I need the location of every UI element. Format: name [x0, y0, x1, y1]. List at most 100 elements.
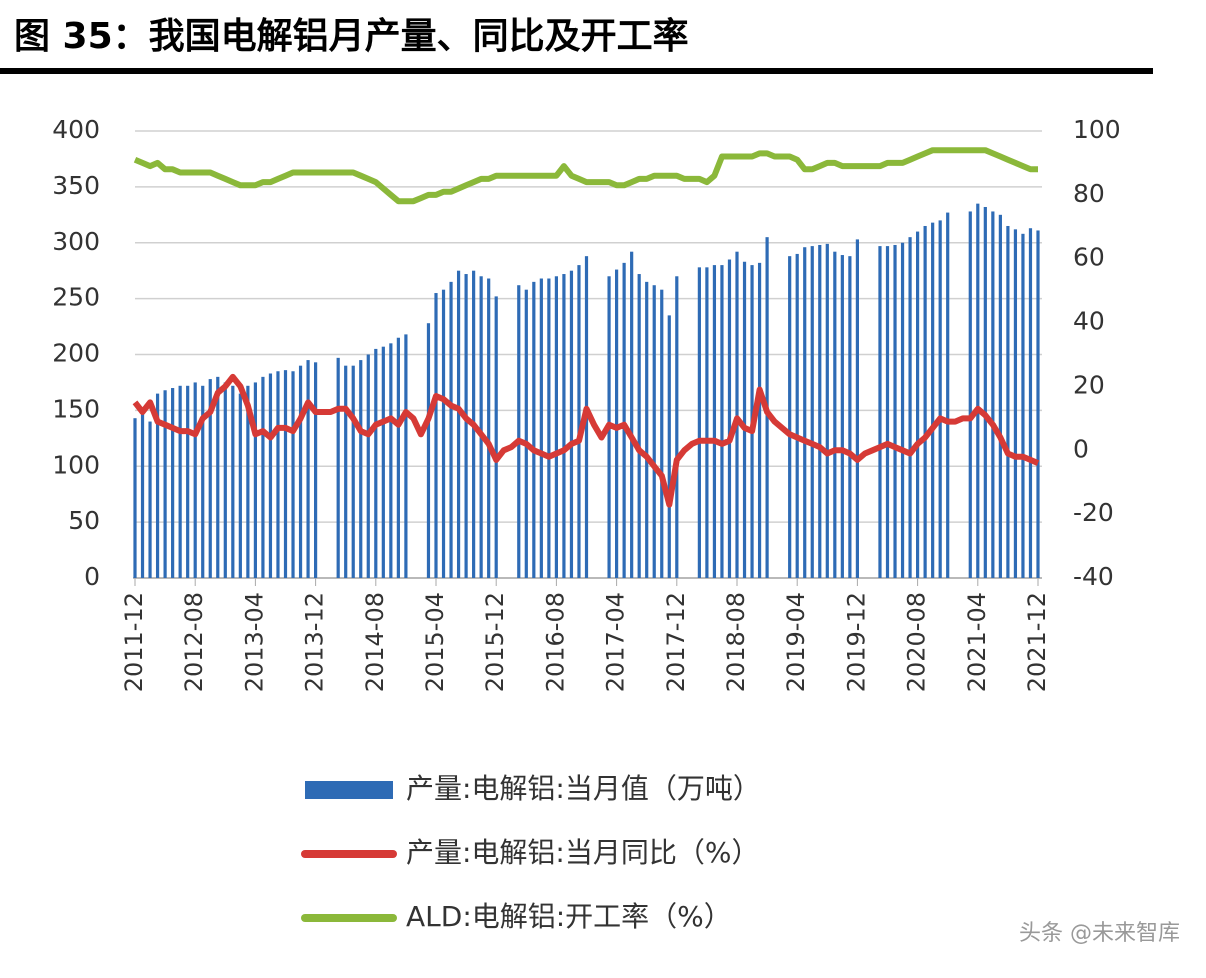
x-tick-label: 2018-08: [722, 592, 750, 692]
bar: [464, 274, 468, 578]
y2-tick-label: 40: [1073, 307, 1105, 336]
bar: [283, 370, 288, 578]
bar: [833, 251, 837, 578]
x-tick-label: 2011-12: [120, 592, 148, 692]
bar: [298, 365, 303, 578]
y2-tick-label: -20: [1073, 498, 1114, 527]
y-tick-label: 150: [52, 394, 100, 423]
bar: [178, 385, 182, 578]
bar: [908, 237, 912, 578]
y2-tick-label: 60: [1073, 243, 1105, 272]
bar: [381, 346, 385, 578]
y2-tick-label: 80: [1073, 179, 1105, 208]
bar: [231, 385, 235, 578]
bar: [931, 222, 935, 578]
bar: [652, 285, 656, 578]
bar: [148, 421, 152, 578]
bar: [261, 376, 265, 578]
bar: [742, 261, 747, 578]
bar: [637, 274, 641, 578]
bar: [456, 270, 461, 578]
bar: [562, 274, 566, 578]
bar: [893, 244, 897, 579]
bar: [517, 285, 521, 578]
legend-swatch: [305, 781, 393, 799]
y-tick-label: 250: [52, 283, 100, 312]
bar: [697, 267, 701, 578]
bar: [524, 289, 528, 578]
y2-tick-label: 100: [1073, 115, 1121, 144]
bar: [276, 371, 280, 578]
bar: [660, 289, 664, 578]
chart-title: 图 35：我国电解铝月产量、同比及开工率: [14, 16, 689, 57]
bar: [539, 278, 543, 578]
bar: [351, 365, 355, 578]
bar: [291, 371, 295, 578]
y-tick-label: 400: [52, 115, 100, 144]
bar: [487, 278, 491, 578]
line: [133, 147, 1038, 205]
bar: [268, 373, 273, 578]
bar: [253, 382, 257, 578]
title-rule: [0, 68, 1153, 74]
bar: [404, 334, 408, 578]
bar: [306, 360, 310, 578]
bar: [795, 253, 799, 579]
bar: [938, 220, 942, 578]
bar: [923, 225, 927, 579]
bar: [968, 211, 972, 578]
bar: [667, 315, 671, 578]
x-tick-label: 2019-04: [782, 592, 810, 692]
bar: [389, 343, 393, 578]
bar: [991, 211, 995, 578]
bar: [1013, 229, 1018, 578]
bar: [810, 246, 814, 579]
bar: [336, 357, 340, 578]
bar: [757, 262, 762, 578]
watermark: 头条 @未来智库: [1019, 921, 1180, 946]
bar: [547, 278, 551, 578]
bar: [645, 281, 649, 578]
bar: [720, 265, 724, 578]
y2-tick-label: 0: [1073, 434, 1089, 463]
bar: [441, 289, 446, 578]
bar: [246, 385, 250, 578]
bar: [998, 214, 1002, 578]
legend-label: ALD:电解铝:开工率（%）: [406, 900, 732, 933]
y-tick-label: 350: [52, 171, 100, 200]
bar: [818, 244, 822, 579]
bar: [494, 296, 498, 578]
bar: [359, 360, 363, 578]
y2-tick-label: -40: [1073, 562, 1114, 591]
bar: [788, 256, 792, 578]
bar: [396, 337, 400, 578]
bar: [133, 418, 137, 578]
bar: [885, 246, 890, 579]
bar: [878, 246, 882, 579]
x-tick-label: 2017-04: [602, 592, 630, 692]
bar: [434, 293, 438, 578]
bar: [140, 410, 145, 578]
bar: [554, 276, 558, 578]
bar: [622, 262, 626, 578]
bar: [569, 270, 574, 578]
y-tick-label: 200: [52, 339, 100, 368]
x-tick-label: 2015-12: [481, 592, 509, 692]
bar: [825, 243, 829, 578]
x-tick-label: 2013-04: [240, 592, 268, 692]
bar: [186, 385, 190, 578]
bar: [803, 247, 807, 578]
bar: [840, 255, 844, 579]
bar: [577, 265, 581, 578]
y2-tick-label: 20: [1073, 370, 1105, 399]
legend-label: 产量:电解铝:当月同比（%）: [406, 836, 759, 869]
bar: [727, 259, 732, 578]
bar: [201, 385, 205, 578]
x-tick-label: 2019-12: [842, 592, 870, 692]
bar: [374, 348, 378, 578]
bar: [314, 362, 318, 578]
bar: [1021, 233, 1025, 578]
bar: [983, 206, 987, 579]
bar: [900, 242, 905, 578]
